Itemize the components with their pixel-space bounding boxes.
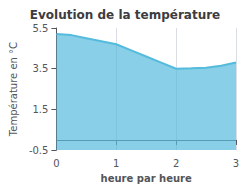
svg-text:3.5: 3.5: [33, 63, 49, 74]
svg-text:heure par heure: heure par heure: [101, 173, 192, 184]
svg-text:2: 2: [173, 158, 179, 169]
svg-text:5.5: 5.5: [33, 23, 49, 34]
svg-text:-0.5: -0.5: [29, 145, 49, 156]
svg-text:Température en °C: Température en °C: [8, 42, 19, 137]
svg-text:Evolution de la température: Evolution de la température: [30, 8, 221, 22]
svg-text:1.5: 1.5: [33, 104, 49, 115]
svg-text:0: 0: [53, 158, 59, 169]
svg-text:1: 1: [113, 158, 119, 169]
svg-text:3: 3: [233, 158, 239, 169]
